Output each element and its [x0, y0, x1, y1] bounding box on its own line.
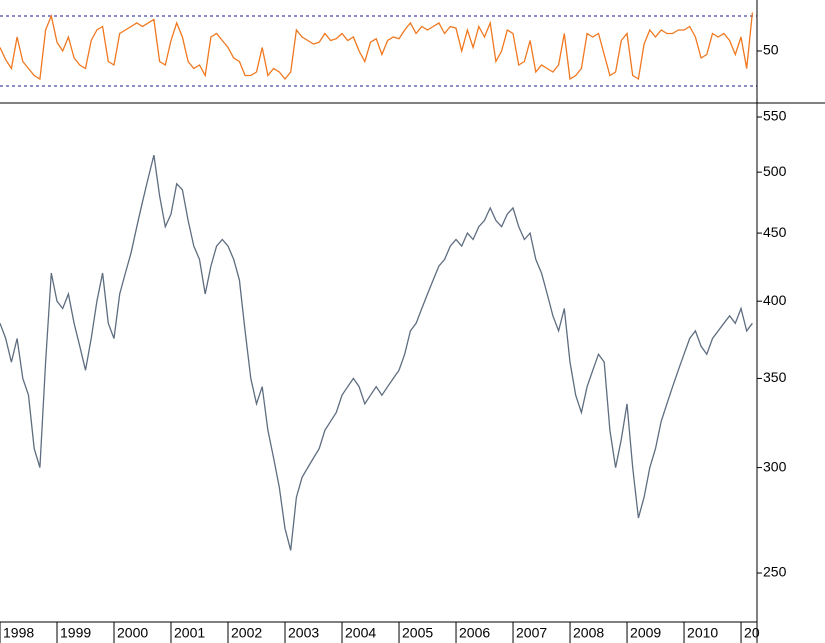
x-tick-label: 20	[744, 625, 760, 641]
x-tick-label: 2009	[630, 625, 661, 641]
x-tick-label: 2005	[402, 625, 433, 641]
x-tick-label: 2010	[687, 625, 718, 641]
x-tick-label: 2008	[573, 625, 604, 641]
x-tick-label: 2006	[459, 625, 490, 641]
price-line	[0, 154, 753, 551]
y-tick-label: 250	[763, 564, 787, 580]
price-line	[0, 12, 754, 81]
y-tick-label: 300	[763, 458, 787, 474]
y-tick-label: 550	[763, 108, 787, 124]
y-tick-label: 450	[763, 224, 787, 240]
x-tick-label: 2003	[288, 625, 319, 641]
x-tick-label: 1999	[60, 625, 91, 641]
y-tick-label: 350	[763, 369, 787, 385]
x-tick-label: 2002	[231, 625, 262, 641]
y-tick-label: 400	[763, 292, 787, 308]
x-tick-label: 2000	[117, 625, 148, 641]
x-tick-label: 1998	[3, 625, 34, 641]
y-tick-label: 500	[763, 163, 787, 179]
y-tick-label: 50	[763, 42, 779, 58]
x-tick-label: 2004	[345, 625, 376, 641]
x-tick-label: 2001	[174, 625, 205, 641]
x-tick-label: 2007	[516, 625, 547, 641]
